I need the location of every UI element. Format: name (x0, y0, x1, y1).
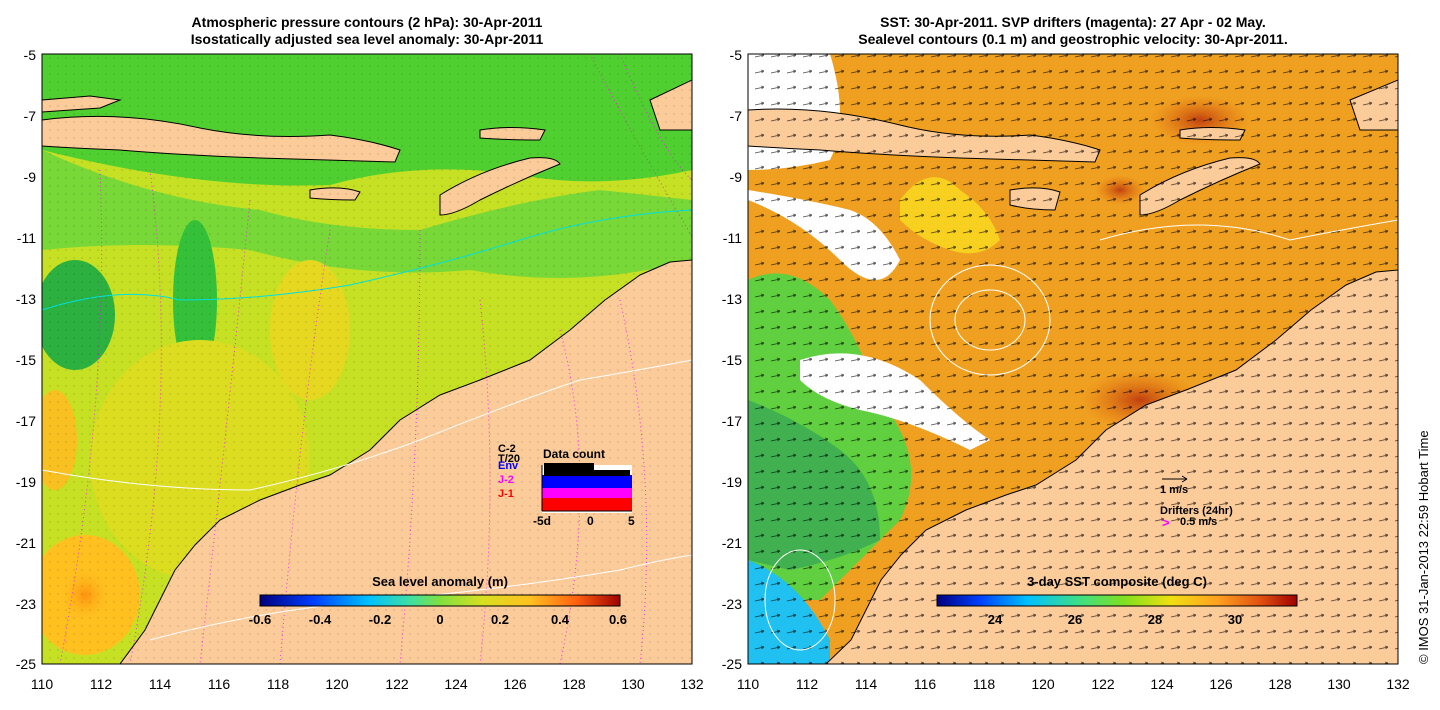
right-ytick: -9 (729, 169, 742, 185)
left-ytick: -13 (15, 291, 36, 307)
left-ytick: -15 (15, 352, 36, 368)
right-ytick: -21 (721, 535, 742, 551)
left-xtick: 122 (385, 676, 409, 692)
left-xtick: 128 (562, 676, 586, 692)
velocity-scale-arrow (1162, 475, 1188, 483)
data-count-chart (541, 463, 632, 513)
left-ytick: -23 (15, 596, 36, 612)
right-xtick: 130 (1327, 676, 1351, 692)
right-ytick: -11 (722, 230, 742, 246)
left-ytick: -7 (23, 108, 36, 124)
right-title-line1: SST: 30-Apr-2011. SVP drifters (magenta)… (880, 14, 1266, 30)
right-xtick: 122 (1091, 676, 1115, 692)
right-ytick: -7 (729, 108, 742, 124)
drifters-marker-icon: > (1162, 515, 1170, 530)
left-xtick: 116 (207, 676, 231, 692)
left-xtick: 130 (621, 676, 645, 692)
mission-label-j1: J-1 (498, 488, 514, 500)
right-ytick: -5 (729, 47, 742, 63)
right-xtick: 120 (1031, 676, 1055, 692)
left-xtick: 118 (266, 676, 290, 692)
sst-colorbar-tick: 30 (1227, 612, 1243, 627)
right-xtick: 118 (972, 676, 996, 692)
mission-label-c2: C-2 (498, 443, 516, 455)
sst-colorbar-tick: 24 (987, 612, 1003, 627)
right-ytick: -25 (721, 656, 742, 672)
left-ytick: -21 (15, 535, 36, 551)
right-xtick: 112 (795, 676, 819, 692)
left-ytick: -17 (15, 413, 36, 429)
left-ytick: -11 (16, 230, 36, 246)
left-map (42, 54, 692, 664)
right-xtick: 110 (736, 676, 760, 692)
mission-label-t20: T/20 (498, 453, 521, 465)
right-ytick: -13 (721, 291, 742, 307)
left-ytick: -25 (15, 656, 36, 672)
left-xtick: 126 (503, 676, 527, 692)
right-xtick: 128 (1268, 676, 1292, 692)
sla-colorbar-tick: 0 (436, 612, 444, 627)
drifters-title: Drifters (24hr) (1160, 505, 1233, 517)
right-xtick: 132 (1386, 676, 1410, 692)
sla-colorbar-tick: -0.6 (248, 612, 272, 627)
right-ytick: -23 (721, 596, 742, 612)
right-xtick: 124 (1150, 676, 1174, 692)
sst-colorbar (936, 594, 1298, 607)
left-xtick: 110 (30, 676, 54, 692)
sla-colorbar-tick: 0.4 (550, 612, 570, 627)
right-title-line2: Sealevel contours (0.1 m) and geostrophi… (858, 31, 1288, 47)
sla-colorbar (259, 594, 621, 607)
right-map (748, 54, 1398, 664)
sst-colorbar-tick: 26 (1067, 612, 1083, 627)
drifters-scale-label: 0.5 m/s (1180, 516, 1218, 528)
right-xtick: 126 (1209, 676, 1233, 692)
sla-colorbar-tick: 0.2 (490, 612, 510, 627)
sst-colorbar-tick: 28 (1147, 612, 1163, 627)
sla-colorbar-tick: 0.6 (608, 612, 628, 627)
right-ytick: -17 (721, 413, 742, 429)
left-xtick: 114 (148, 676, 172, 692)
data-count-tick: 0 (587, 514, 594, 528)
right-xtick: 116 (913, 676, 937, 692)
credit-text: © IMOS 31-Jan-2013 22:59 Hobart Time (1416, 430, 1431, 664)
data-count-title: Data count (543, 447, 606, 461)
sla-colorbar-tick: -0.2 (368, 612, 392, 627)
left-xtick: 112 (89, 676, 113, 692)
left-title-line2: Isostatically adjusted sea level anomaly… (190, 31, 544, 47)
left-ytick: -19 (15, 474, 36, 490)
left-ytick: -9 (23, 169, 36, 185)
velocity-scale-label: 1 m/s (1160, 484, 1189, 496)
left-ytick: -5 (23, 47, 36, 63)
left-title-line1: Atmospheric pressure contours (2 hPa): 3… (191, 14, 543, 30)
sla-colorbar-tick: -0.4 (308, 612, 332, 627)
right-xtick: 114 (854, 676, 878, 692)
mission-label-j2: J-2 (498, 474, 514, 486)
mission-label-env: Env (498, 460, 519, 472)
left-xtick: 124 (444, 676, 468, 692)
sst-colorbar-label: 3-day SST composite (deg C) (1027, 574, 1207, 589)
left-xtick: 120 (325, 676, 349, 692)
sla-colorbar-label: Sea level anomaly (m) (372, 574, 508, 589)
left-xtick: 132 (680, 676, 704, 692)
data-count-tick: -5d (533, 514, 551, 528)
data-count-tick: 5 (628, 514, 635, 528)
right-ytick: -19 (721, 474, 742, 490)
right-ytick: -15 (721, 352, 742, 368)
